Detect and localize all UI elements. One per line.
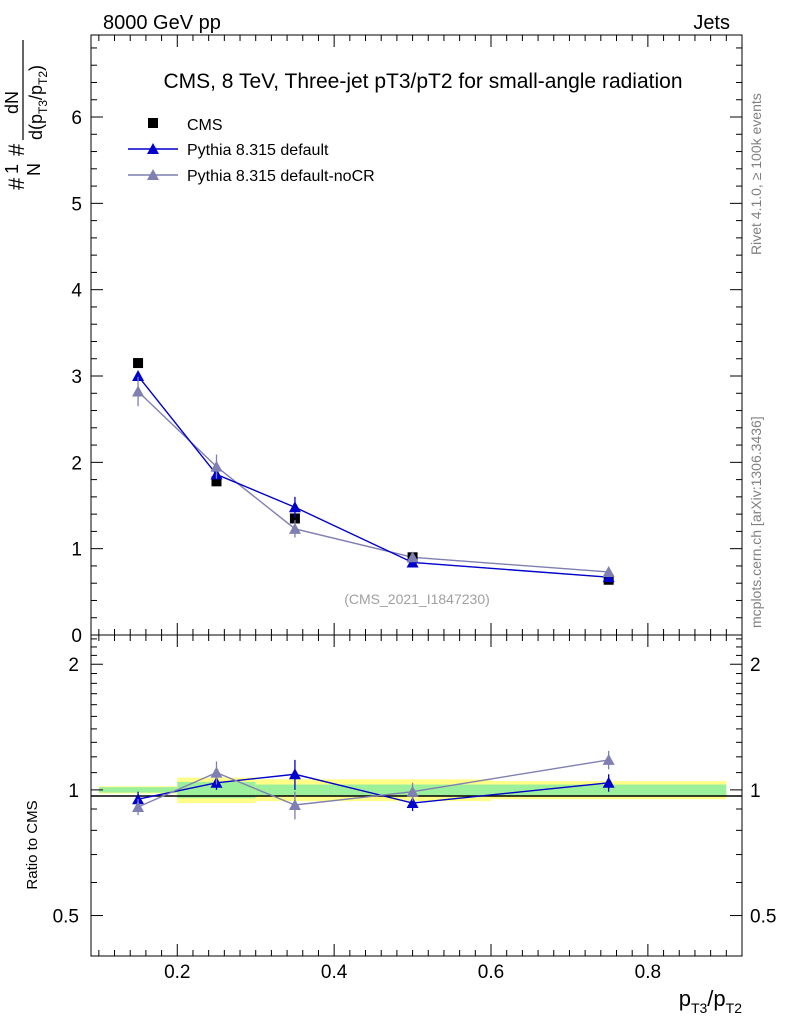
ratio-y-tick-label: 2 bbox=[68, 655, 79, 676]
x-tick-label: 0.4 bbox=[321, 962, 348, 983]
xlabel-sub2: T2 bbox=[726, 1000, 743, 1016]
ylabel-sub1: T3 bbox=[36, 100, 50, 114]
mc-point-2 bbox=[132, 385, 145, 397]
xlabel-p1: p bbox=[679, 986, 691, 1011]
band-green bbox=[177, 781, 256, 799]
ratio-panel-frame bbox=[90, 634, 743, 957]
ylabel-mid: /p bbox=[26, 85, 46, 100]
main-series bbox=[132, 358, 615, 585]
ylabel-dN: dN bbox=[2, 91, 22, 114]
ylabel-sub2: T2 bbox=[36, 71, 50, 85]
cms-point bbox=[289, 513, 300, 524]
y-tick-label: 4 bbox=[71, 281, 82, 302]
series-line-2 bbox=[137, 391, 609, 573]
y-tick-label: 5 bbox=[71, 194, 82, 215]
main-axis-ticks: 0 1 2 3 4 5 6 bbox=[71, 35, 742, 647]
ratio-y-tick-label-right: 2 bbox=[750, 655, 761, 676]
mc-point-2 bbox=[602, 565, 615, 577]
y-tick-label: 2 bbox=[71, 453, 82, 474]
ratio-point-1 bbox=[406, 785, 419, 797]
mc-point-1 bbox=[288, 501, 301, 513]
mcplots-label: mcplots.cern.ch [arXiv:1306.3436] bbox=[748, 416, 764, 628]
mc-point-2 bbox=[210, 460, 223, 472]
ylabel-denominator: d(pT3/pT2) bbox=[26, 65, 50, 140]
analysis-watermark: (CMS_2021_I1847230) bbox=[344, 591, 490, 607]
ylabel-one: 1 bbox=[2, 164, 22, 174]
ratio-point-0 bbox=[132, 793, 145, 805]
y-tick-label: 1 bbox=[71, 540, 82, 561]
legend-default-marker bbox=[147, 143, 159, 154]
ratio-series bbox=[132, 750, 615, 820]
xlabel-sub1: T3 bbox=[691, 1000, 708, 1016]
legend-nocr-marker bbox=[147, 169, 159, 180]
header-energy-label: 8000 GeV pp bbox=[103, 12, 221, 34]
ratio-axis-ticks: 0.5 0.5 1 1 2 2 0.2 0.4 0.6 0.8 bbox=[53, 635, 776, 983]
ratio-y-tick-label: 1 bbox=[68, 781, 79, 802]
ratio-point-1 bbox=[288, 799, 301, 811]
main-panel: 0 1 2 3 4 5 6 CMS, 8 TeV, Three-jet pT3/pT2 fo… bbox=[71, 34, 743, 647]
mc-point-1 bbox=[132, 370, 145, 382]
ratio-point-1 bbox=[132, 800, 145, 812]
ratio-point-0 bbox=[288, 768, 301, 780]
ratio-point-0 bbox=[406, 797, 419, 809]
xlabel-slash: /p bbox=[707, 986, 725, 1011]
mc-point-2 bbox=[288, 522, 301, 534]
ylabel-hash2: # bbox=[4, 143, 29, 156]
legend-cms-label: CMS bbox=[187, 117, 223, 134]
ratio-point-1 bbox=[602, 753, 615, 765]
main-title: CMS, 8 TeV, Three-jet pT3/pT2 for small-… bbox=[163, 70, 682, 93]
y-tick-label: 6 bbox=[71, 108, 82, 129]
series-line-1 bbox=[137, 375, 609, 578]
ratio-point-0 bbox=[602, 776, 615, 788]
legend: CMS Pythia 8.315 default Pythia 8.315 de… bbox=[128, 117, 375, 185]
cms-point bbox=[133, 358, 144, 369]
ylabel-N: N bbox=[24, 163, 44, 176]
ratio-y-tick-label-right: 1 bbox=[750, 781, 761, 802]
rivet-version-label: Rivet 4.1.0, ≥ 100k events bbox=[748, 93, 764, 255]
ylabel-d: d(p bbox=[26, 114, 46, 140]
legend-default-label: Pythia 8.315 default bbox=[187, 142, 329, 159]
header-category-label: Jets bbox=[693, 12, 730, 34]
y-tick-label: 3 bbox=[71, 367, 82, 388]
mc-point-2 bbox=[406, 551, 419, 563]
ratio-y-tick-label: 0.5 bbox=[53, 907, 79, 928]
ratio-panel: 0.5 0.5 1 1 2 2 0.2 0.4 0.6 0.8 bbox=[53, 634, 776, 983]
band-green bbox=[98, 787, 178, 793]
ratio-point-1 bbox=[210, 766, 223, 778]
x-axis-label: pT3/pT2 bbox=[679, 986, 743, 1016]
band-green bbox=[255, 784, 335, 796]
ratio-y-tick-label-right: 0.5 bbox=[750, 907, 776, 928]
ratio-y-axis-label: Ratio to CMS bbox=[24, 800, 41, 889]
x-tick-label: 0.2 bbox=[164, 962, 190, 983]
y-tick-label: 0 bbox=[71, 626, 82, 647]
main-y-axis-label: # 1 N # dN d(pT3/pT2) bbox=[2, 40, 50, 190]
cms-point bbox=[211, 476, 222, 487]
ylabel-hash1: # bbox=[4, 177, 29, 190]
x-tick-label: 0.8 bbox=[635, 962, 661, 983]
x-tick-label: 0.6 bbox=[478, 962, 504, 983]
legend-nocr-label: Pythia 8.315 default-noCR bbox=[187, 168, 375, 185]
legend-cms-marker bbox=[148, 118, 158, 128]
ylabel-close: ) bbox=[26, 65, 46, 71]
